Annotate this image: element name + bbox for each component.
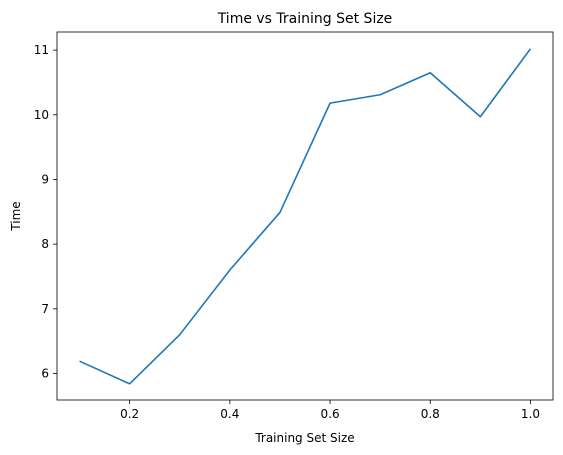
y-tick-label: 11 xyxy=(34,43,49,57)
series-layer xyxy=(80,49,531,384)
chart-title: Time vs Training Set Size xyxy=(217,11,393,27)
y-tick-label: 6 xyxy=(41,366,49,380)
y-axis-label: Time xyxy=(9,201,23,231)
x-tick-label: 0.8 xyxy=(421,407,440,421)
x-axis: 0.2 0.4 0.6 0.8 1.0 xyxy=(120,400,540,421)
plot-area xyxy=(57,32,553,400)
x-axis-label: Training Set Size xyxy=(254,431,354,445)
series-line xyxy=(80,49,531,384)
x-tick-label: 0.2 xyxy=(120,407,139,421)
y-tick-label: 9 xyxy=(41,172,49,186)
y-tick-label: 7 xyxy=(41,302,49,316)
y-tick-label: 10 xyxy=(34,108,49,122)
y-axis: 6 7 8 9 10 11 xyxy=(34,43,57,380)
x-tick-label: 0.6 xyxy=(321,407,340,421)
x-tick-label: 1.0 xyxy=(521,407,540,421)
y-tick-label: 8 xyxy=(41,237,49,251)
x-tick-label: 0.4 xyxy=(220,407,239,421)
